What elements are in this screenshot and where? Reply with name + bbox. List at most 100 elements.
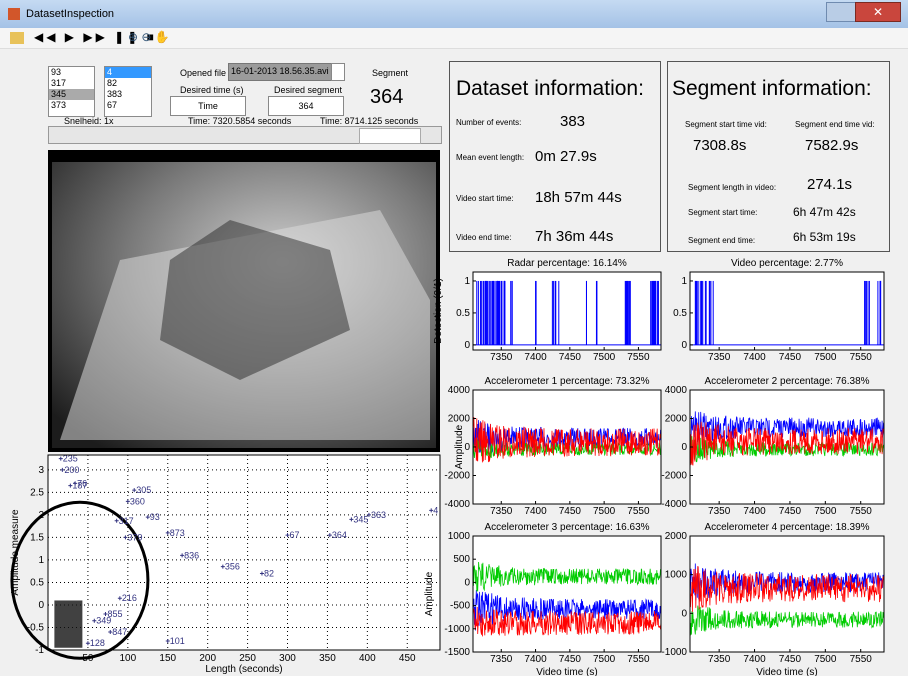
x-tick-label: 7350 — [490, 352, 513, 363]
point-label: 873 — [170, 528, 185, 538]
x-axis-label: Length (seconds) — [205, 664, 282, 675]
x-tick-label: 7450 — [559, 506, 582, 517]
y-tick-label: -4000 — [661, 499, 687, 510]
x-tick-label: 7400 — [524, 352, 547, 363]
plots: 7350 7400 7450 7500 7550 0 0.5 1 Radar percentag… — [0, 0, 908, 676]
x-tick-label: 7550 — [850, 506, 873, 517]
point-label: 128 — [90, 638, 105, 648]
y-tick-label: -1500 — [444, 647, 470, 658]
x-tick-label: 400 — [359, 653, 376, 664]
plot-title: Accelerometer 2 percentage: 76.38% — [704, 376, 869, 387]
x-tick-label: 7500 — [814, 654, 837, 665]
plot-axes — [690, 272, 884, 350]
x-tick-label: 7350 — [708, 506, 731, 517]
x-tick-label: 7450 — [779, 654, 802, 665]
info-value: 7h 36m 44s — [535, 228, 613, 245]
x-tick-label: 7400 — [743, 352, 766, 363]
info-label: Segment end time: — [688, 236, 755, 245]
x-tick-label: 7450 — [779, 352, 802, 363]
point-label: 200 — [64, 465, 79, 475]
y-tick-label: 1 — [681, 276, 687, 287]
y-tick-label: 1000 — [448, 531, 471, 542]
x-tick-label: 7450 — [559, 352, 582, 363]
info-value: 7582.9s — [805, 137, 858, 154]
y-axis-label: Amplitude — [424, 571, 435, 616]
x-tick-label: 7350 — [708, 352, 731, 363]
x-tick-label: 350 — [319, 653, 336, 664]
x-tick-label: 7550 — [627, 506, 650, 517]
info-label: Video start time: — [456, 194, 514, 203]
x-tick-label: 7350 — [490, 654, 513, 665]
point-label: 364 — [332, 530, 347, 540]
x-tick-label: 7400 — [524, 506, 547, 517]
y-axis-label: Amplitude measure — [10, 509, 21, 596]
x-tick-label: 150 — [159, 653, 176, 664]
point-label: 345 — [353, 514, 368, 524]
y-tick-label: -1000 — [661, 647, 687, 658]
y-tick-label: 2000 — [448, 414, 471, 425]
info-label: Segment length in video: — [688, 183, 776, 192]
y-tick-label: 0 — [681, 340, 687, 351]
y-tick-label: 4000 — [448, 385, 471, 396]
y-tick-label: 1.5 — [30, 532, 44, 543]
info-value: 7308.8s — [693, 137, 746, 154]
info-value: 6h 53m 19s — [793, 230, 856, 244]
info-value: 0m 27.9s — [535, 148, 597, 165]
y-tick-label: 500 — [453, 554, 470, 565]
info-label: Number of events: — [456, 118, 521, 127]
y-tick-label: 1 — [38, 555, 44, 566]
info-label: Segment start time: — [688, 208, 757, 217]
point-label: 101 — [170, 636, 185, 646]
x-tick-label: 7500 — [814, 352, 837, 363]
y-tick-label: 0 — [681, 442, 687, 453]
info-label: Segment start time vid: — [685, 120, 767, 129]
plot-title: Accelerometer 3 percentage: 16.63% — [484, 522, 649, 533]
y-tick-label: 2000 — [665, 414, 688, 425]
plot-title: Accelerometer 4 percentage: 18.39% — [704, 522, 869, 533]
info-label: Segment end time vid: — [795, 120, 875, 129]
y-tick-label: 0 — [464, 577, 470, 588]
info-value: 18h 57m 44s — [535, 189, 622, 206]
point-label: 76 — [77, 478, 87, 488]
y-tick-label: 0.5 — [456, 308, 470, 319]
point-label: 349 — [96, 616, 111, 626]
x-tick-label: 7350 — [708, 654, 731, 665]
point-label: 379 — [127, 532, 142, 542]
y-tick-label: 0 — [464, 340, 470, 351]
x-tick-label: 7500 — [593, 352, 616, 363]
plot-title: Radar percentage: 16.14% — [507, 258, 627, 269]
info-label: Mean event length: — [456, 153, 524, 162]
y-tick-label: 0.5 — [673, 308, 687, 319]
point-label: 216 — [122, 593, 137, 603]
y-tick-label: -2000 — [661, 471, 687, 482]
y-axis-label: Detection (0/1) — [433, 278, 444, 344]
y-tick-label: 2000 — [665, 531, 688, 542]
point-label: 93 — [150, 512, 160, 522]
dense-cluster — [54, 600, 82, 647]
x-tick-label: 200 — [199, 653, 216, 664]
point-label: 363 — [371, 510, 386, 520]
x-axis-label: Video time (s) — [756, 667, 818, 676]
x-tick-label: 7350 — [490, 506, 513, 517]
point-label: 67 — [290, 530, 300, 540]
x-tick-label: 7500 — [593, 506, 616, 517]
x-tick-label: 7500 — [814, 506, 837, 517]
x-tick-label: 7550 — [850, 654, 873, 665]
x-tick-label: 100 — [119, 653, 136, 664]
info-value: 274.1s — [807, 176, 852, 193]
x-tick-label: 250 — [239, 653, 256, 664]
app-window: DatasetInspection ✕ ◀◀ ▶ ▶▶ ❚❚ ■ ⊕ ⊖ ✋ 9… — [0, 0, 908, 676]
x-tick-label: 7550 — [850, 352, 873, 363]
x-tick-label: 7400 — [524, 654, 547, 665]
point-label: 847 — [112, 627, 127, 637]
x-tick-label: 7400 — [743, 506, 766, 517]
point-label: 305 — [136, 485, 151, 495]
y-tick-label: -500 — [450, 601, 470, 612]
point-label: 836 — [184, 550, 199, 560]
point-label: 4 — [433, 505, 438, 515]
x-tick-label: 7550 — [627, 654, 650, 665]
y-tick-label: 0 — [38, 600, 44, 611]
y-axis-label: Amplitude — [454, 424, 465, 469]
point-label: 356 — [225, 562, 240, 572]
y-tick-label: -2000 — [444, 471, 470, 482]
